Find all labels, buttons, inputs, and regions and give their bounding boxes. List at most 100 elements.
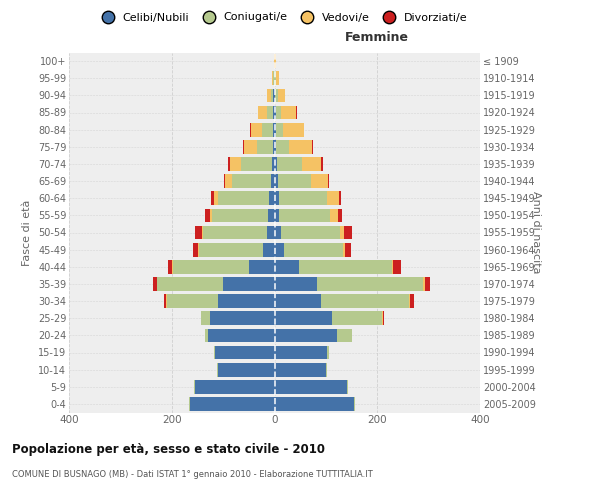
- Bar: [284, 243, 343, 256]
- Bar: [167, 294, 218, 308]
- Bar: [274, 123, 275, 136]
- Bar: [210, 208, 212, 222]
- Bar: [194, 380, 195, 394]
- Bar: [269, 192, 275, 205]
- Bar: [274, 106, 275, 120]
- Bar: [328, 192, 339, 205]
- Bar: [311, 174, 328, 188]
- Bar: [276, 140, 289, 153]
- Bar: [343, 243, 346, 256]
- Bar: [275, 294, 321, 308]
- Bar: [212, 208, 268, 222]
- Bar: [271, 88, 274, 102]
- Y-axis label: Fasce di età: Fasce di età: [22, 200, 32, 266]
- Bar: [332, 312, 382, 325]
- Bar: [157, 277, 223, 291]
- Bar: [275, 363, 326, 376]
- Y-axis label: Anni di nascita: Anni di nascita: [531, 191, 541, 274]
- Bar: [354, 397, 355, 411]
- Bar: [224, 174, 225, 188]
- Bar: [326, 363, 327, 376]
- Bar: [268, 106, 274, 120]
- Bar: [258, 106, 268, 120]
- Bar: [339, 192, 341, 205]
- Bar: [275, 72, 276, 85]
- Bar: [275, 226, 281, 239]
- Bar: [218, 294, 275, 308]
- Bar: [211, 192, 214, 205]
- Bar: [203, 226, 267, 239]
- Bar: [198, 243, 199, 256]
- Bar: [275, 208, 278, 222]
- Bar: [281, 106, 296, 120]
- Bar: [347, 380, 349, 394]
- Bar: [346, 243, 350, 256]
- Bar: [281, 226, 340, 239]
- Bar: [202, 226, 203, 239]
- Bar: [275, 397, 354, 411]
- Bar: [275, 277, 317, 291]
- Bar: [272, 157, 275, 171]
- Legend: Celibi/Nubili, Coniugati/e, Vedovi/e, Divorziati/e: Celibi/Nubili, Coniugati/e, Vedovi/e, Di…: [92, 8, 472, 27]
- Bar: [278, 174, 311, 188]
- Bar: [275, 123, 283, 136]
- Bar: [173, 260, 249, 274]
- Bar: [321, 294, 409, 308]
- Bar: [321, 157, 323, 171]
- Bar: [262, 123, 274, 136]
- Bar: [190, 397, 275, 411]
- Bar: [214, 192, 218, 205]
- Bar: [340, 226, 344, 239]
- Bar: [274, 88, 275, 102]
- Bar: [195, 380, 275, 394]
- Bar: [275, 260, 299, 274]
- Bar: [205, 208, 210, 222]
- Bar: [337, 328, 352, 342]
- Bar: [249, 260, 275, 274]
- Bar: [263, 243, 275, 256]
- Bar: [275, 346, 327, 360]
- Bar: [302, 157, 321, 171]
- Bar: [392, 260, 393, 274]
- Bar: [299, 260, 392, 274]
- Bar: [271, 174, 275, 188]
- Bar: [210, 312, 275, 325]
- Bar: [410, 294, 414, 308]
- Bar: [278, 192, 328, 205]
- Bar: [275, 157, 277, 171]
- Bar: [196, 226, 202, 239]
- Bar: [275, 380, 347, 394]
- Bar: [215, 346, 275, 360]
- Bar: [393, 260, 401, 274]
- Bar: [276, 72, 278, 85]
- Bar: [289, 140, 312, 153]
- Text: COMUNE DI BUSNAGO (MB) - Dati ISTAT 1° gennaio 2010 - Elaborazione TUTTITALIA.IT: COMUNE DI BUSNAGO (MB) - Dati ISTAT 1° g…: [12, 470, 373, 479]
- Text: Femmine: Femmine: [345, 30, 409, 44]
- Bar: [199, 243, 263, 256]
- Bar: [275, 192, 278, 205]
- Bar: [278, 208, 330, 222]
- Bar: [153, 277, 157, 291]
- Bar: [257, 140, 273, 153]
- Bar: [228, 157, 230, 171]
- Bar: [424, 277, 425, 291]
- Bar: [218, 363, 275, 376]
- Bar: [164, 294, 166, 308]
- Bar: [275, 54, 276, 68]
- Bar: [218, 192, 269, 205]
- Bar: [193, 243, 198, 256]
- Bar: [317, 277, 424, 291]
- Bar: [283, 123, 304, 136]
- Bar: [272, 72, 274, 85]
- Bar: [208, 328, 275, 342]
- Bar: [338, 208, 342, 222]
- Bar: [230, 157, 241, 171]
- Bar: [267, 226, 275, 239]
- Bar: [383, 312, 384, 325]
- Bar: [232, 174, 271, 188]
- Bar: [312, 140, 313, 153]
- Bar: [275, 328, 337, 342]
- Bar: [277, 157, 302, 171]
- Text: Popolazione per età, sesso e stato civile - 2010: Popolazione per età, sesso e stato civil…: [12, 442, 325, 456]
- Bar: [223, 277, 275, 291]
